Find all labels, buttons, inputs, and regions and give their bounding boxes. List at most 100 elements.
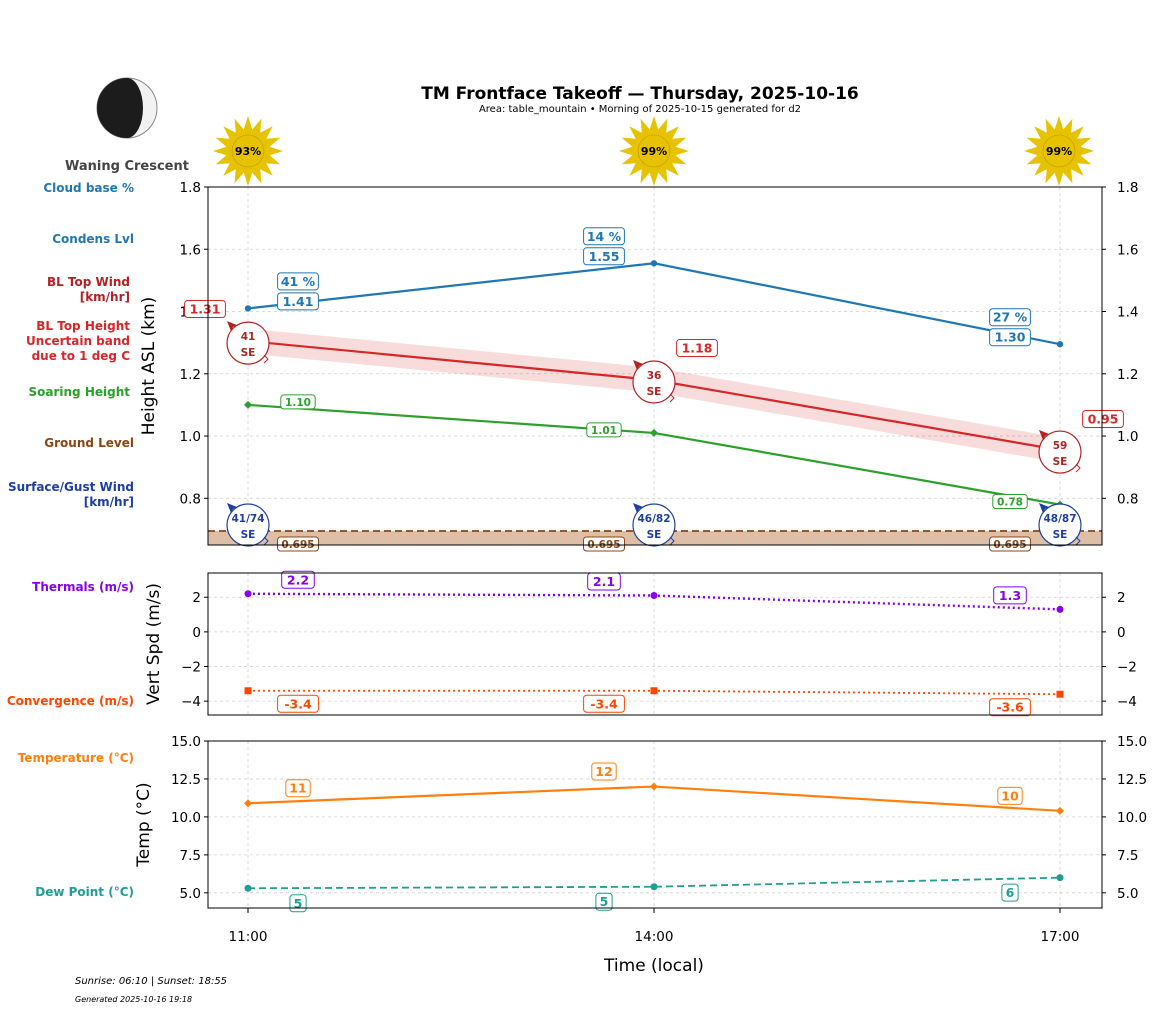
bl-top-label: 0.95	[1088, 412, 1119, 427]
height-ytick-label-left: 1.8	[180, 180, 201, 196]
bl-wind-circle	[632, 360, 676, 404]
moon-phase-icon	[96, 77, 158, 139]
vert-ytick-label-right: −2	[1117, 660, 1137, 676]
vert-ytick-label-right: 2	[1117, 590, 1126, 606]
temp-ytick-label-left: 15.0	[171, 734, 201, 750]
temperature-point	[244, 799, 252, 808]
temperature-label-box	[591, 762, 617, 781]
surface-wind-speed: 41/74	[231, 513, 264, 525]
label-surface-wind-1: Surface/Gust Wind	[8, 480, 134, 494]
label-bl-height-2: Uncertain band	[26, 334, 130, 348]
dewpoint-line	[247, 876, 1061, 890]
x-tick-label: 14:00	[635, 929, 674, 945]
bl-top-label-box	[184, 300, 226, 318]
surface-wind-speed: 48/87	[1043, 513, 1076, 525]
generated-time: Generated 2025-10-16 19:18	[75, 995, 192, 1004]
label-soaring: Soaring Height	[29, 385, 131, 399]
label-ground: Ground Level	[44, 436, 134, 450]
height-ytick-label-right: 1.0	[1117, 429, 1138, 445]
temperature-panel: 5.0 5.0 7.5 7.5 10.0 10.0 12.5 12.5 15.0 15.0 11 12…	[134, 734, 1147, 913]
condens-label-box	[277, 292, 319, 311]
sun-core	[231, 134, 265, 168]
row-labels: Cloud base % Condens Lvl BL Top Wind [km…	[7, 181, 134, 899]
soaring-point	[650, 428, 658, 437]
dewpoint-label-box	[1001, 883, 1019, 902]
label-temperature: Temperature (°C)	[18, 751, 134, 765]
label-condens: Condens Lvl	[52, 232, 134, 246]
thermals-point	[1056, 605, 1064, 613]
dewpoint-point	[1056, 874, 1064, 882]
soaring-label: 1.01	[591, 425, 617, 437]
bl-top-label-box	[1082, 410, 1124, 428]
condens-point	[650, 260, 658, 267]
x-tick-label: 17:00	[1041, 929, 1080, 945]
vert-frame	[207, 572, 1103, 716]
bl-top-label: 1.31	[190, 302, 221, 317]
condens-label: 1.41	[283, 294, 314, 309]
height-frame	[207, 186, 1103, 546]
cloud-base-label-box	[277, 272, 319, 291]
temp-ytick-label-left: 12.5	[171, 772, 201, 788]
ground-label-box	[583, 536, 625, 552]
convergence-point	[650, 687, 658, 695]
dewpoint-label: 6	[1006, 885, 1015, 900]
temp-ytick-label-right: 10.0	[1117, 810, 1147, 826]
soaring-point	[244, 400, 252, 409]
condens-point	[1056, 341, 1064, 348]
surface-wind-tail-icon	[263, 536, 269, 546]
sun-percent-label: 99%	[641, 145, 667, 158]
thermals-label-box	[281, 570, 315, 589]
bl-wind-tail-icon	[263, 354, 269, 364]
height-ytick-label-right: 1.2	[1117, 367, 1138, 383]
height-panel: 0.80.81.01.01.21.21.41.41.61.61.81.81.41…	[139, 180, 1138, 552]
soaring-label: 0.78	[997, 497, 1023, 509]
vert-ytick-label-right: −4	[1117, 694, 1137, 710]
label-dewpoint: Dew Point (°C)	[35, 885, 134, 899]
sun-percent-label: 93%	[235, 145, 261, 158]
label-thermals: Thermals (m/s)	[32, 580, 134, 594]
temperature-label: 10	[1001, 788, 1019, 803]
soaring-label-box	[992, 494, 1028, 510]
temp-ytick-label-right: 15.0	[1117, 734, 1147, 750]
convergence-label-box	[583, 694, 625, 713]
cloud-base-label: 41 %	[281, 274, 316, 289]
label-bl-height-1: BL Top Height	[36, 319, 130, 333]
surface-wind-dir: SE	[1053, 529, 1068, 541]
temperature-point	[650, 782, 658, 791]
thermals-point	[244, 590, 252, 598]
dewpoint-label: 5	[294, 896, 303, 911]
bl-wind-speed: 59	[1053, 440, 1068, 452]
convergence-label: -3.4	[284, 696, 312, 711]
bl-uncertainty-band	[248, 328, 1060, 463]
bl-wind-speed: 36	[647, 370, 662, 382]
condens-label: 1.30	[995, 330, 1026, 345]
temp-frame	[207, 740, 1103, 909]
height-ytick-label-left: 1.6	[180, 242, 201, 258]
thermals-label: 2.2	[287, 572, 309, 587]
dewpoint-label: 5	[600, 894, 609, 909]
bl-wind-dir: SE	[1053, 456, 1068, 468]
soaring-label: 1.10	[285, 397, 311, 409]
condens-label: 1.55	[589, 249, 620, 264]
vert-y-axis-label: Vert Spd (m/s)	[144, 583, 164, 705]
chart-subtitle: Area: table_mountain • Morning of 2025-1…	[479, 104, 801, 115]
vertical-speed-panel: −4 −4 −2 −2 0 0 2 2 2.2 2.1 1.3 -3.4 -3.4 -3.6 Vert Sp…	[144, 570, 1137, 717]
sun-times: Sunrise: 06:10 | Sunset: 18:55	[75, 976, 227, 987]
temp-ytick-label-right: 12.5	[1117, 772, 1147, 788]
ground-label-box	[989, 536, 1031, 552]
convergence-point	[244, 687, 252, 695]
x-axis-ticks: 11:00 14:00 17:00	[229, 908, 1080, 945]
surface-wind-dir: SE	[241, 529, 256, 541]
temp-ytick-label-right: 7.5	[1117, 848, 1138, 864]
x-tick-label: 11:00	[229, 929, 268, 945]
height-ytick-label-right: 1.4	[1117, 305, 1138, 321]
dewpoint-point	[244, 884, 252, 892]
bl-wind-circle	[1038, 430, 1082, 474]
bl-wind-circle	[226, 321, 270, 365]
bl-wind-speed: 41	[241, 331, 256, 343]
bl-top-label-box	[676, 339, 718, 357]
cloud-base-label: 14 %	[587, 229, 622, 244]
surface-wind-arrow-icon	[633, 503, 643, 513]
bl-wind-tail-icon	[669, 393, 675, 403]
